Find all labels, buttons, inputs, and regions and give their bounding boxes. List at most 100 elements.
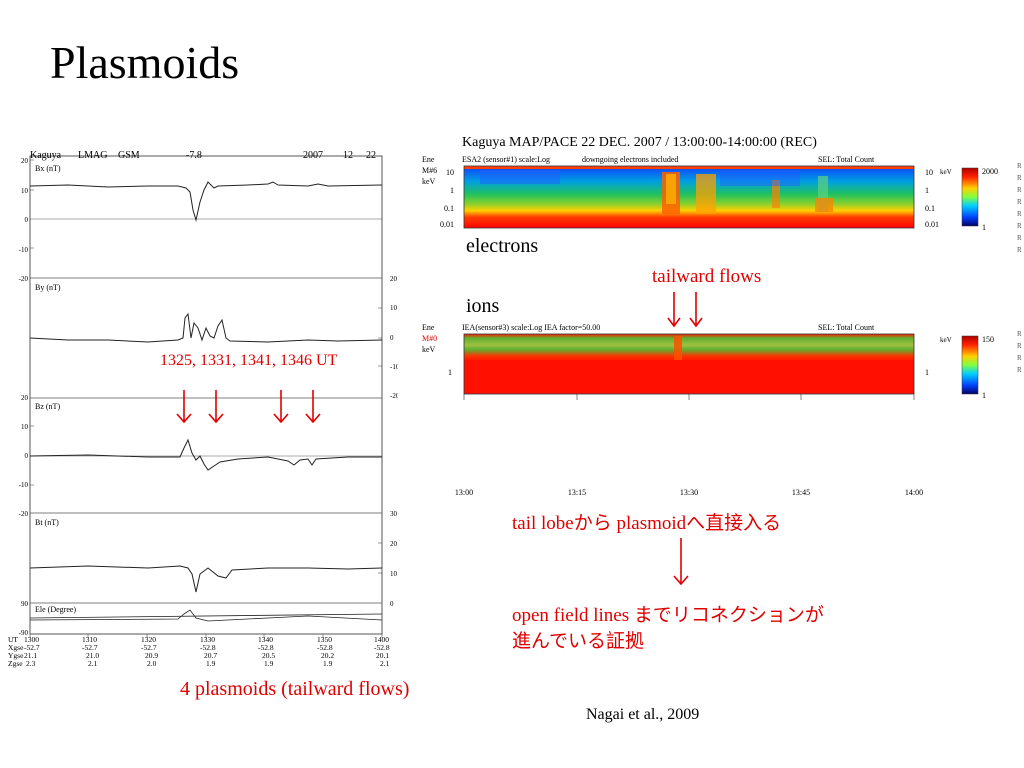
svg-text:30: 30: [390, 510, 398, 518]
svg-text:IEA(sensor#3) scale:Log IEA f: IEA(sensor#3) scale:Log IEA factor=50.00: [462, 323, 600, 332]
svg-text:R: R: [1017, 198, 1022, 206]
svg-text:1300: 1300: [24, 635, 39, 644]
by-trace: [29, 312, 383, 343]
svg-text:R: R: [1017, 246, 1022, 254]
zgse-row: Zgse 2.3 2.1 2.0 1.9 1.9 1.9 2.1: [8, 659, 390, 668]
svg-text:-52.7: -52.7: [141, 643, 157, 652]
svg-text:UT: UT: [8, 635, 18, 644]
svg-text:-52.7: -52.7: [24, 643, 40, 652]
svg-text:0.01: 0.01: [925, 220, 939, 229]
svg-text:0: 0: [25, 452, 29, 460]
panel-label-bx: Bx (nT): [35, 164, 61, 173]
lmag-frame: GSM: [118, 150, 140, 161]
tail-lobe-annotation: tail lobeから plasmoidへ直接入る: [512, 513, 782, 534]
svg-text:13:00: 13:00: [455, 488, 473, 497]
svg-text:R: R: [1017, 366, 1022, 374]
svg-text:R: R: [1017, 342, 1022, 350]
svg-text:20.9: 20.9: [145, 651, 158, 660]
bx-trace: [29, 181, 383, 222]
svg-text:150: 150: [982, 335, 994, 344]
svg-text:-20: -20: [19, 510, 29, 518]
svg-text:1400: 1400: [374, 635, 389, 644]
open-field-annotation-2: 進んでいる証拠: [512, 631, 645, 652]
lmag-year: 2007: [303, 150, 323, 161]
svg-text:R: R: [1017, 186, 1022, 194]
svg-text:20.2: 20.2: [321, 651, 334, 660]
svg-text:90: 90: [21, 600, 29, 608]
svg-text:1350: 1350: [317, 635, 332, 644]
svg-text:-52.8: -52.8: [200, 643, 216, 652]
panel-label-bz: Bz (nT): [35, 402, 60, 411]
left-caption: 4 plasmoids (tailward flows): [180, 678, 410, 700]
svg-text:-52.8: -52.8: [317, 643, 333, 652]
svg-text:1.9: 1.9: [206, 659, 216, 668]
svg-text:keV: keV: [422, 345, 436, 354]
svg-text:keV: keV: [422, 177, 436, 186]
svg-text:20.7: 20.7: [204, 651, 217, 660]
ion-y-ticks: 1 1: [448, 368, 929, 377]
svg-text:1: 1: [982, 223, 986, 232]
svg-text:2.1: 2.1: [380, 659, 390, 668]
svg-text:SEL: Total Count: SEL: Total Count: [818, 155, 875, 164]
svg-text:2000: 2000: [982, 167, 998, 176]
ion-spectrogram: [464, 334, 914, 362]
bz-ticks: 20 10 0 -10 -20: [19, 394, 29, 518]
svg-text:-52.8: -52.8: [374, 643, 390, 652]
ut-row: UT 1300 1310 1320 1330 1340 1350 1400: [8, 635, 389, 644]
citation: Nagai et al., 2009: [586, 706, 700, 723]
bz-trace: [29, 438, 382, 471]
svg-text:2.3: 2.3: [26, 659, 36, 668]
lmag-value: -7.8: [186, 150, 202, 161]
svg-text:0: 0: [390, 334, 394, 342]
svg-text:ESA2 (sensor#1) scale:Log: ESA2 (sensor#1) scale:Log: [462, 155, 550, 164]
svg-text:20: 20: [390, 540, 398, 548]
svg-text:2.1: 2.1: [88, 659, 98, 668]
svg-text:10: 10: [390, 570, 398, 578]
svg-text:Xgse: Xgse: [8, 643, 24, 652]
svg-text:R: R: [1017, 162, 1022, 170]
svg-text:Ygse: Ygse: [8, 651, 24, 660]
svg-text:downgoing electrons included: downgoing electrons included: [582, 155, 678, 164]
ygse-row: Ygse 21.1 21.0 20.9 20.7 20.5 20.2 20.1: [8, 651, 389, 660]
svg-text:Zgse: Zgse: [8, 659, 23, 668]
magnetometer-svg: Kaguya LMAG GSM -7.8 2007 12 22 Bx (nT) …: [8, 150, 400, 668]
time-axis: 13:00 13:15 13:30 13:45 14:00: [455, 488, 923, 497]
lmag-instrument: LMAG: [78, 150, 107, 161]
svg-text:10: 10: [21, 423, 29, 431]
page-title: Plasmoids: [50, 37, 240, 88]
ions-label: ions: [466, 295, 500, 317]
svg-text:-52.7: -52.7: [82, 643, 98, 652]
svg-text:1330: 1330: [200, 635, 215, 644]
ion-burst: [674, 336, 682, 360]
svg-text:20: 20: [21, 157, 29, 165]
panel-label-ele: Ele (Degree): [35, 605, 76, 614]
svg-text:-10: -10: [19, 246, 29, 254]
svg-text:SEL: Total Count: SEL: Total Count: [818, 323, 875, 332]
svg-text:10: 10: [925, 168, 933, 177]
svg-text:13:45: 13:45: [792, 488, 810, 497]
svg-text:1: 1: [982, 391, 986, 400]
svg-text:0: 0: [25, 216, 29, 224]
svg-text:1310: 1310: [82, 635, 97, 644]
svg-text:-90: -90: [19, 629, 29, 637]
xgse-row: Xgse -52.7 -52.7 -52.7 -52.8 -52.8 -52.8…: [8, 643, 390, 652]
electrons-label: electrons: [466, 235, 539, 257]
svg-text:R: R: [1017, 354, 1022, 362]
svg-text:20: 20: [21, 394, 29, 402]
svg-text:20.5: 20.5: [262, 651, 275, 660]
svg-text:1340: 1340: [258, 635, 273, 644]
svg-text:R: R: [1017, 330, 1022, 338]
svg-text:Ene: Ene: [422, 155, 435, 164]
ele-ticks: 90 -90: [19, 600, 29, 637]
electron-bursts: [480, 170, 833, 214]
svg-text:-10: -10: [19, 481, 29, 489]
svg-text:0.01: 0.01: [440, 220, 454, 229]
svg-text:1: 1: [925, 186, 929, 195]
svg-text:M#0: M#0: [422, 334, 437, 343]
lmag-mission: Kaguya: [30, 150, 62, 161]
svg-text:21.1: 21.1: [24, 651, 37, 660]
svg-text:keV: keV: [940, 336, 952, 344]
svg-text:R: R: [1017, 174, 1022, 182]
svg-text:-20: -20: [19, 275, 29, 283]
svg-text:20.1: 20.1: [376, 651, 389, 660]
